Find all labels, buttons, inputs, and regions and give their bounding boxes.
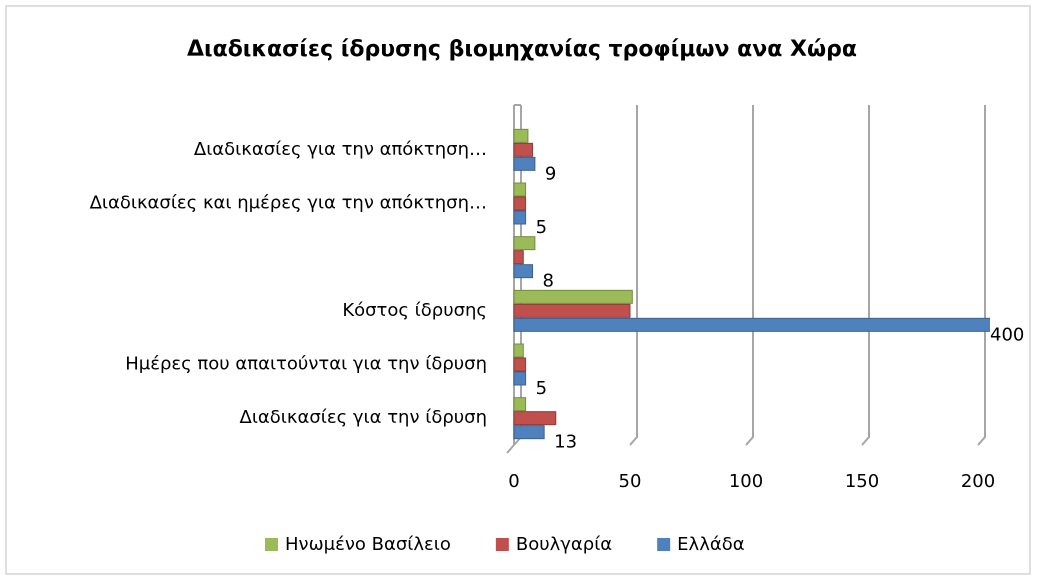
legend-swatch [657,538,671,551]
labels: 0 50 100 150 200 Διαδικασίες για την ίδρυση 13… [90,139,1025,555]
y-tick-label: Ημέρες που απαιτούνται για την ίδρυση [125,354,487,375]
y-tick-label: Διαδικασίες για την απόκτηση… [194,139,487,160]
bar [513,357,527,372]
bar [513,317,990,332]
x-tick-label: 150 [845,471,879,492]
bar [513,210,527,225]
legend-swatch [265,538,278,551]
data-label: 9 [545,163,556,184]
grid-line [745,105,754,446]
bar [513,196,527,211]
data-label: 5 [536,378,547,399]
bar [513,425,545,440]
bar [513,289,633,304]
x-tick-label: 200 [961,471,995,492]
bar [513,128,529,143]
data-label: 400 [990,324,1024,345]
y-tick-label: Διαδικασίες και ημέρες για την απόκτηση… [90,193,487,214]
bar [513,397,527,412]
grid-line [977,105,986,446]
grid-line [629,105,638,446]
bar [513,182,527,197]
legend-label: Ηνωμένο Βασίλειο [285,534,451,555]
x-tick-label: 50 [619,471,642,492]
data-label: 5 [536,217,547,238]
x-tick-label: 100 [729,471,763,492]
bar [513,371,527,386]
y-tick-label: Διαδικασίες για την ίδρυση [240,407,487,428]
bar [513,343,524,358]
bar [513,236,536,251]
grid-line [861,105,870,446]
bar [513,411,557,426]
x-tick-label: 0 [508,471,519,492]
data-label: 13 [554,432,577,453]
bar [513,303,631,318]
y-tick-label: Κόστος ίδρυσης [342,300,487,321]
bar [513,264,534,279]
bar [513,250,524,265]
data-label: 8 [543,271,554,292]
legend-label: Βουλγαρία [516,534,612,555]
chart-title: Διαδικασίες ίδρυσης βιομηχανίας τροφίμων… [187,37,857,62]
legend-label: Ελλάδα [677,534,744,555]
bar [513,156,536,171]
bar [513,142,534,157]
legend-swatch [495,538,509,551]
bars [513,128,990,440]
